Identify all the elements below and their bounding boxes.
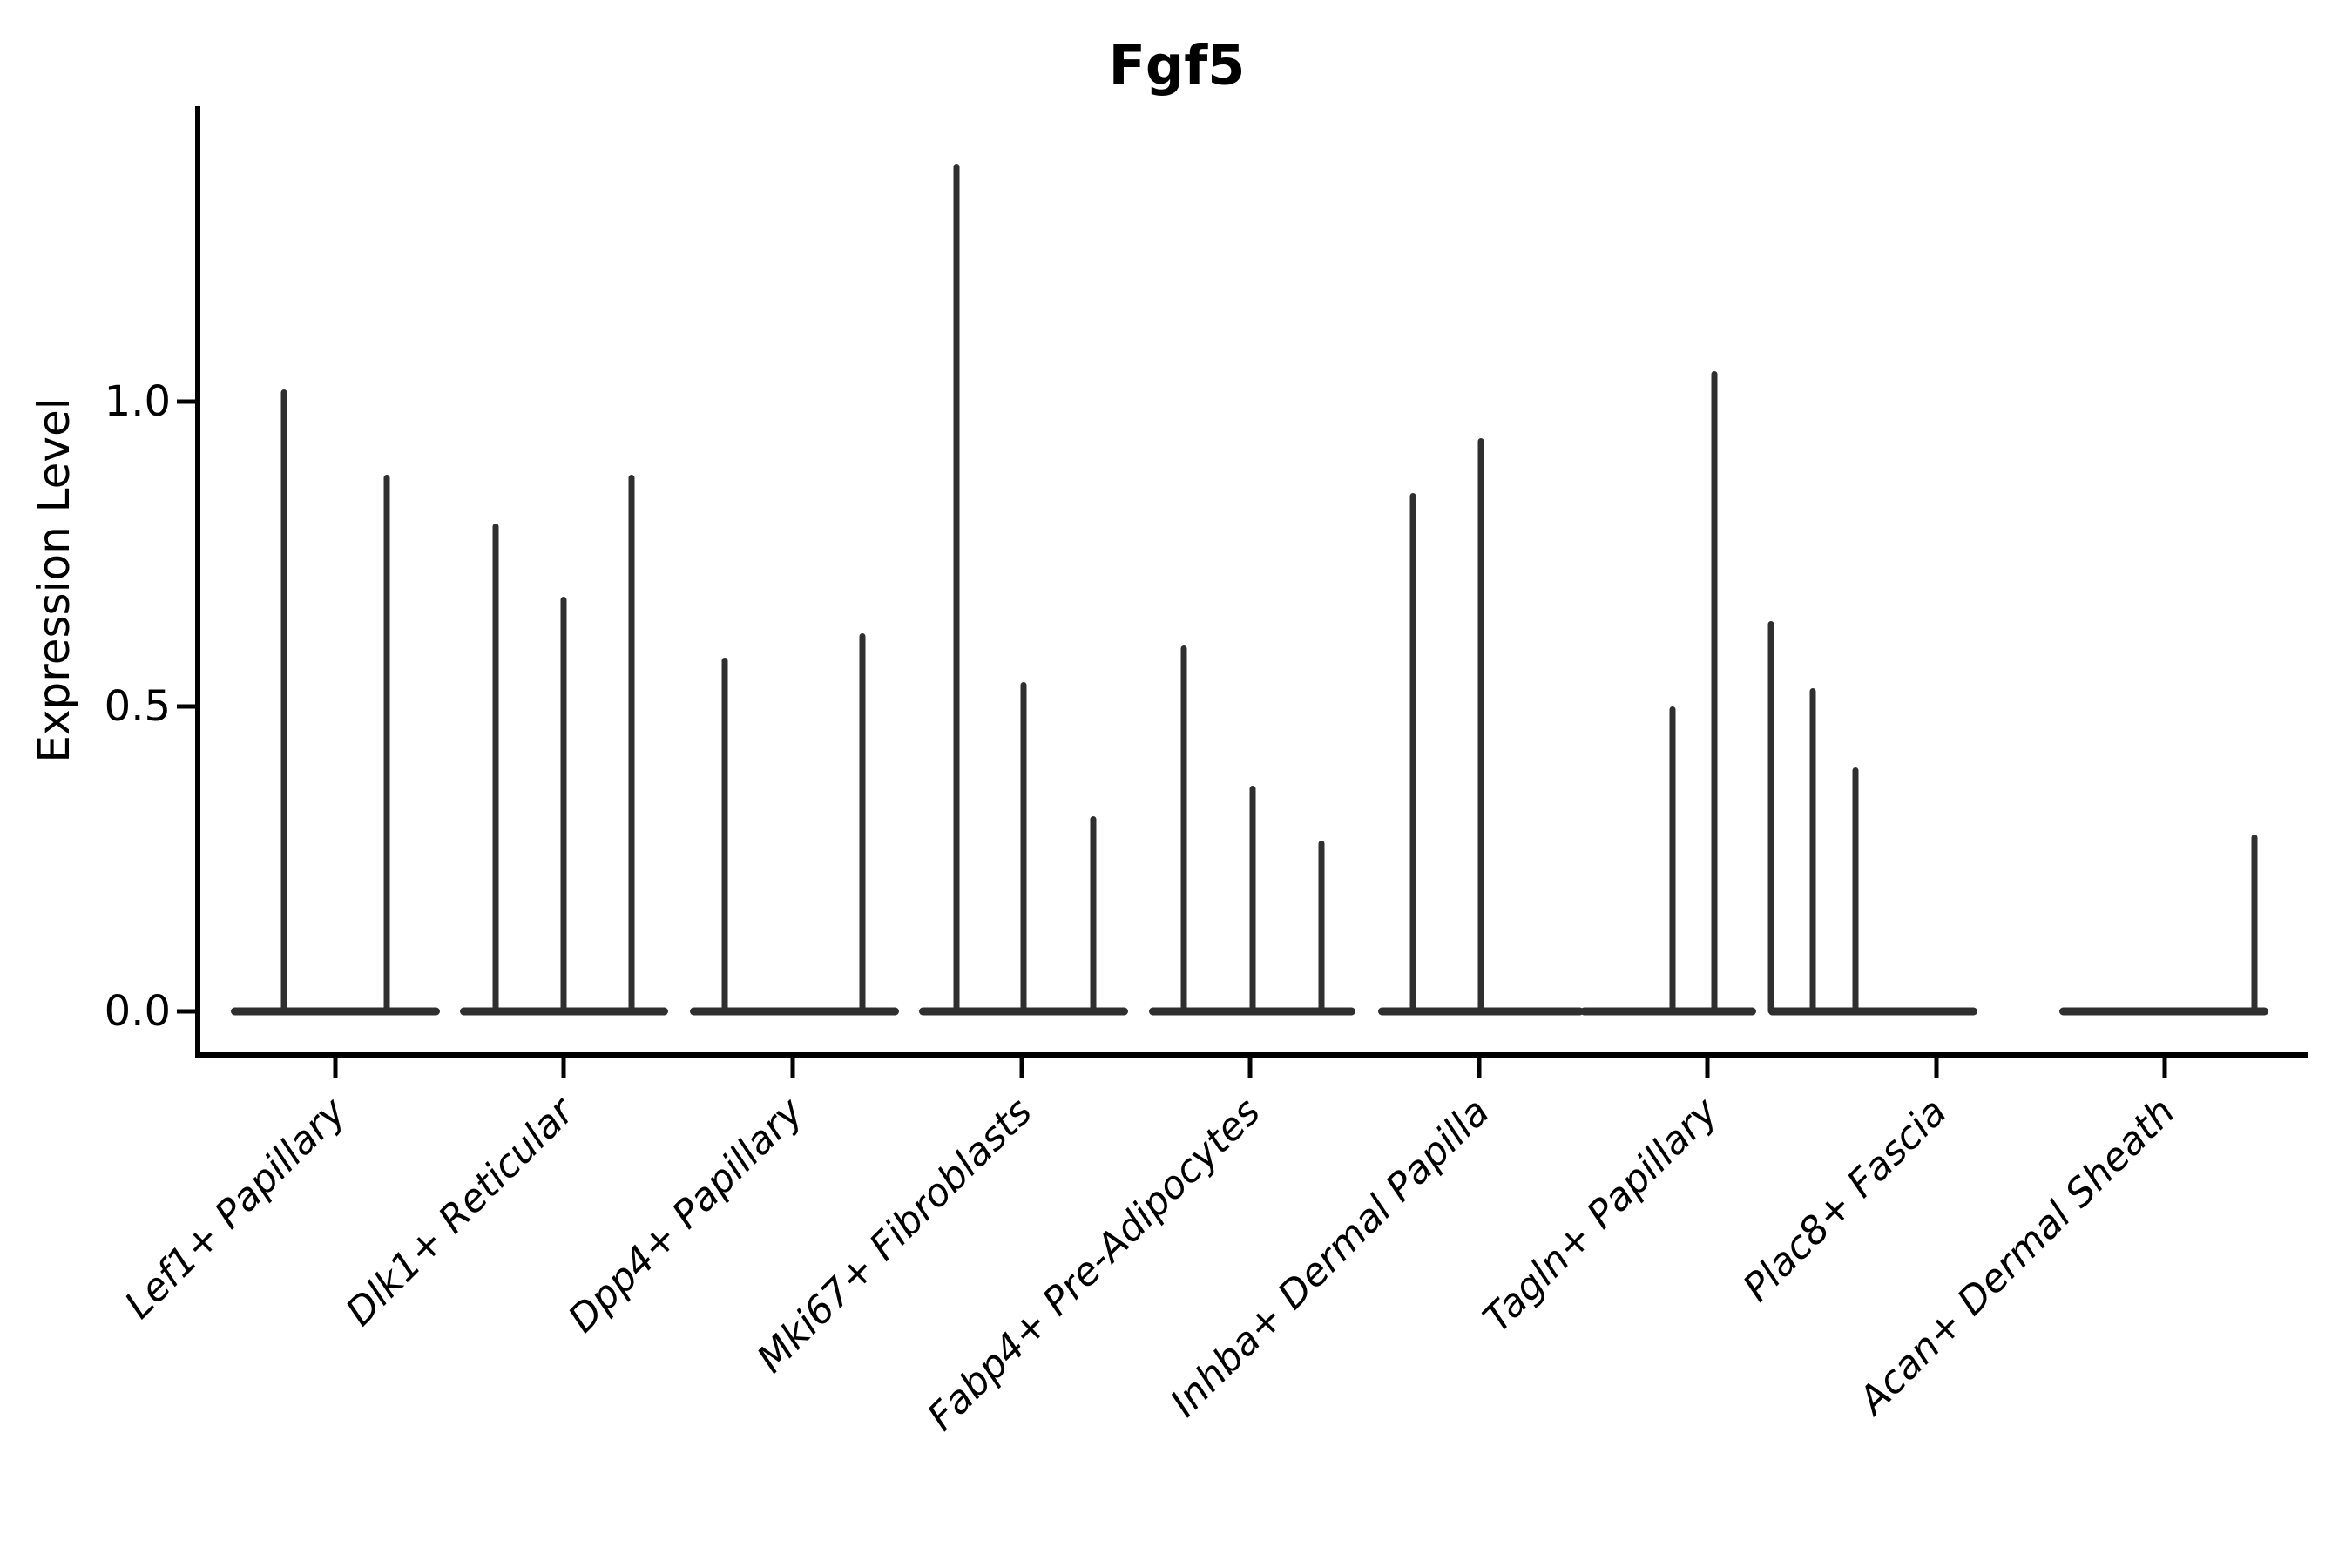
y-tick-label: 1.0 (105, 377, 171, 426)
x-tick-label: Dpp4+ Papillary (560, 1089, 813, 1342)
violin-spike (1477, 438, 1484, 1014)
violin-baseline (1768, 1007, 1977, 1016)
violin-spike (560, 597, 567, 1014)
violin-spike (721, 658, 728, 1014)
y-tick-label: 0.5 (105, 682, 171, 731)
violin-spike (1090, 816, 1097, 1014)
violin-spike (1711, 371, 1718, 1014)
violin-baseline (690, 1007, 899, 1016)
x-tick-label: Dlk1+ Reticular (337, 1088, 584, 1335)
x-tick-label: Plac8+ Fascia (1734, 1090, 1955, 1310)
violin-spike (383, 475, 390, 1014)
y-tick-label: 0.0 (105, 987, 171, 1036)
violin-spike (1020, 682, 1027, 1014)
violin-spike (280, 389, 287, 1014)
violin-spike (1180, 645, 1187, 1014)
violin-spike (1669, 706, 1676, 1014)
violin-spike (1809, 688, 1816, 1014)
violin-spike (2251, 835, 2258, 1014)
x-tick-label: Tagln+ Papillary (1475, 1089, 1727, 1341)
violin-spike (1409, 493, 1416, 1014)
violin-spike (628, 475, 635, 1014)
violin-baseline (231, 1007, 440, 1016)
violin-spike (1318, 841, 1325, 1014)
violin-spike (1852, 767, 1859, 1014)
chart-title: Fgf5 (1108, 33, 1246, 98)
violin-spike (859, 633, 866, 1014)
violin-baseline (1580, 1007, 1756, 1016)
violin-spike (492, 524, 499, 1014)
violin-spike (1767, 621, 1774, 1014)
violin-baseline (2059, 1007, 2268, 1016)
violin-spike (1249, 786, 1256, 1014)
violin-spike (953, 164, 960, 1014)
x-tick-label: Lef1+ Papillary (117, 1089, 355, 1328)
